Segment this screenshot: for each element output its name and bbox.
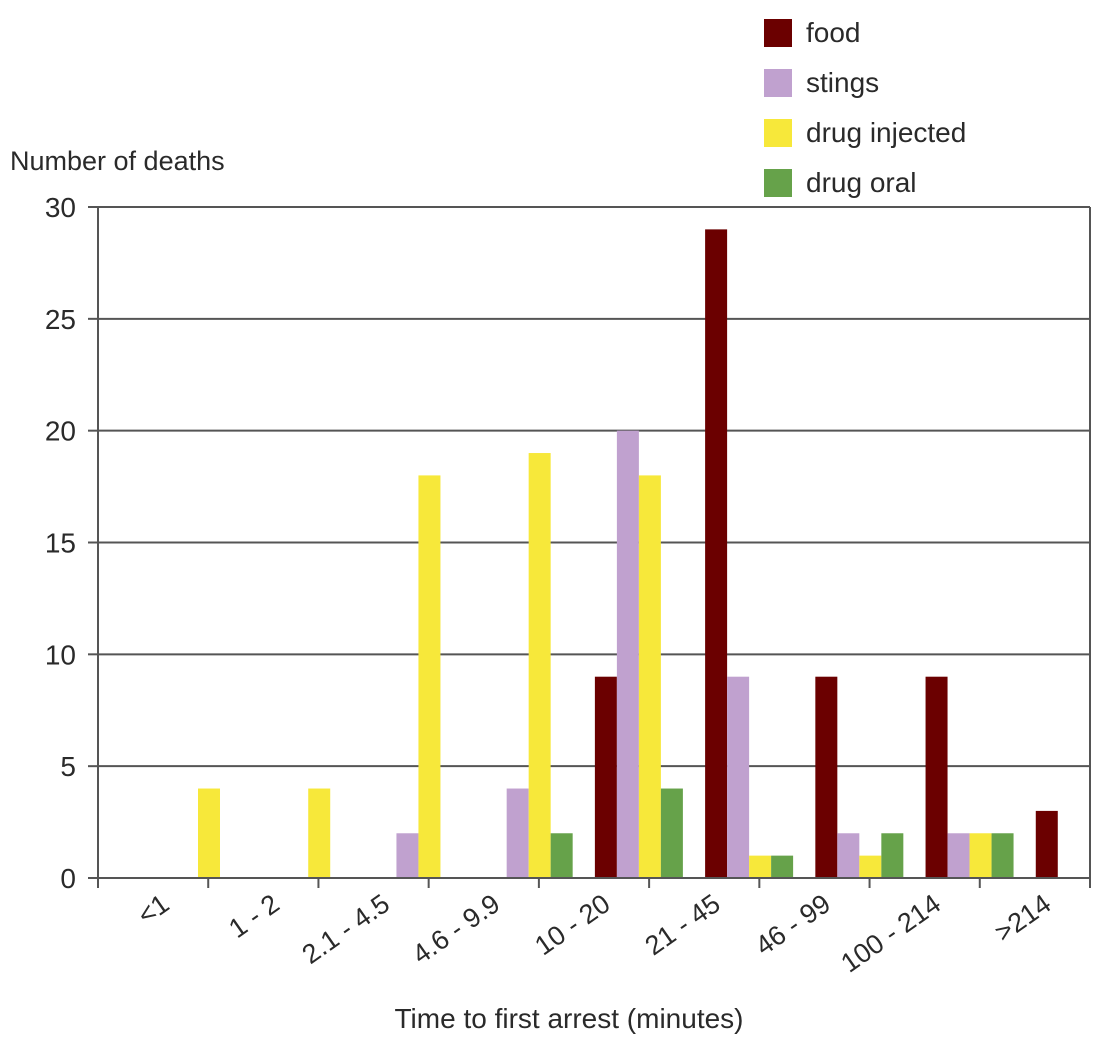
bar-food-6	[815, 676, 838, 878]
x-tick-label: 4.6 - 9.9	[407, 888, 505, 969]
y-tick-label: 20	[45, 416, 76, 447]
bar-stings-4	[616, 430, 639, 878]
bar-drug-oral-6	[881, 833, 904, 878]
bar-stings-7	[947, 833, 970, 878]
bar-drug-injected-0	[198, 788, 220, 878]
legend-label: food	[806, 17, 861, 48]
y-axis-label: Number of deaths	[10, 146, 225, 176]
x-tick-label: 100 - 214	[835, 888, 946, 978]
bar-drug-oral-3	[550, 833, 573, 878]
legend-item-drug-injected: drug injected	[764, 108, 966, 158]
y-tick-labels: 0 5 10 15 20 25 30	[45, 192, 76, 894]
legend-swatch	[764, 119, 792, 147]
x-tick-label: <1	[132, 888, 174, 930]
bar-drug-oral-7	[991, 833, 1014, 878]
x-tick-label: 46 - 99	[750, 888, 836, 961]
x-tick-labels: <1 1 - 2 2.1 - 4.5 4.6 - 9.9 10 - 20 21 - 45 4…	[132, 888, 1056, 978]
bar-drug-injected-4	[638, 475, 661, 878]
y-tick-label: 10	[45, 639, 76, 670]
bar-stings-3	[506, 788, 529, 878]
x-tick-label: 1 - 2	[223, 888, 284, 944]
y-tick-label: 15	[45, 528, 76, 559]
legend-label: drug oral	[806, 167, 917, 198]
bar-drug-injected-1	[308, 788, 331, 878]
bar-stings-5	[727, 676, 750, 878]
bar-food-4	[594, 676, 617, 878]
legend-item-drug-oral: drug oral	[764, 158, 966, 208]
bar-drug-injected-2	[418, 475, 441, 878]
legend-swatch	[764, 69, 792, 97]
y-tick-label: 25	[45, 304, 76, 335]
bar-drug-injected-6	[859, 855, 882, 878]
x-axis-label: Time to first arrest (minutes)	[394, 1003, 744, 1034]
bar-food-8	[1035, 810, 1058, 878]
bar-stings-6	[837, 833, 860, 878]
x-tick-label: 21 - 45	[640, 888, 726, 961]
bar-drug-oral-4	[660, 788, 683, 878]
bar-stings-2	[396, 833, 419, 878]
x-tick-label: 10 - 20	[529, 888, 615, 961]
y-tick-label: 30	[45, 192, 76, 223]
legend-label: stings	[806, 67, 880, 98]
bar-drug-injected-3	[528, 453, 551, 878]
y-tick-label: 5	[60, 751, 76, 782]
legend-label: drug injected	[806, 117, 967, 148]
bar-drug-injected-5	[749, 855, 772, 878]
bar-drug-injected-7	[969, 833, 992, 878]
bar-drug-oral-5	[771, 855, 794, 878]
bars	[198, 229, 1058, 878]
legend-item-food: food	[764, 8, 966, 58]
gridlines	[98, 206, 1090, 768]
legend-item-stings: stings	[764, 58, 966, 108]
bar-food-5	[705, 229, 728, 878]
legend-swatch	[764, 169, 792, 197]
axes	[88, 206, 1091, 888]
x-tick-label: 2.1 - 4.5	[297, 888, 395, 969]
legend-swatch	[764, 19, 792, 47]
bar-food-7	[925, 676, 948, 878]
x-tick-label: >214	[989, 888, 1056, 947]
y-tick-label: 0	[60, 863, 76, 894]
legend: food stings drug injected drug oral	[764, 8, 966, 208]
